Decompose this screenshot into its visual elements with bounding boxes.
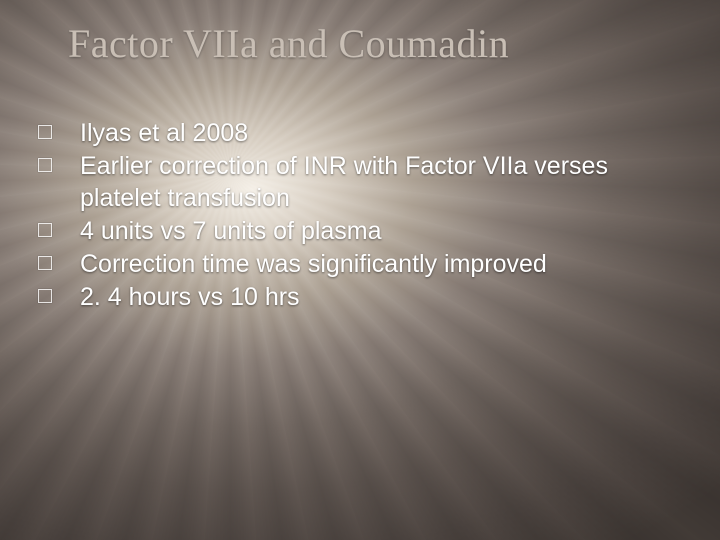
bullet-text: Correction time was significantly improv…: [80, 249, 547, 280]
bullet-text: Earlier correction of INR with Factor VI…: [80, 151, 680, 214]
square-bullet-icon: [38, 125, 52, 139]
list-item: 2. 4 hours vs 10 hrs: [38, 282, 680, 313]
bullet-text: Ilyas et al 2008: [80, 118, 248, 149]
square-bullet-icon: [38, 289, 52, 303]
square-bullet-icon: [38, 223, 52, 237]
bullet-text: 4 units vs 7 units of plasma: [80, 216, 382, 247]
square-bullet-icon: [38, 158, 52, 172]
list-item: Ilyas et al 2008: [38, 118, 680, 149]
slide-title: Factor VIIa and Coumadin: [68, 20, 680, 67]
slide: Factor VIIa and Coumadin Ilyas et al 200…: [0, 0, 720, 540]
list-item: Correction time was significantly improv…: [38, 249, 680, 280]
list-item: 4 units vs 7 units of plasma: [38, 216, 680, 247]
list-item: Earlier correction of INR with Factor VI…: [38, 151, 680, 214]
bullet-text: 2. 4 hours vs 10 hrs: [80, 282, 300, 313]
bullet-list: Ilyas et al 2008 Earlier correction of I…: [38, 118, 680, 316]
square-bullet-icon: [38, 256, 52, 270]
